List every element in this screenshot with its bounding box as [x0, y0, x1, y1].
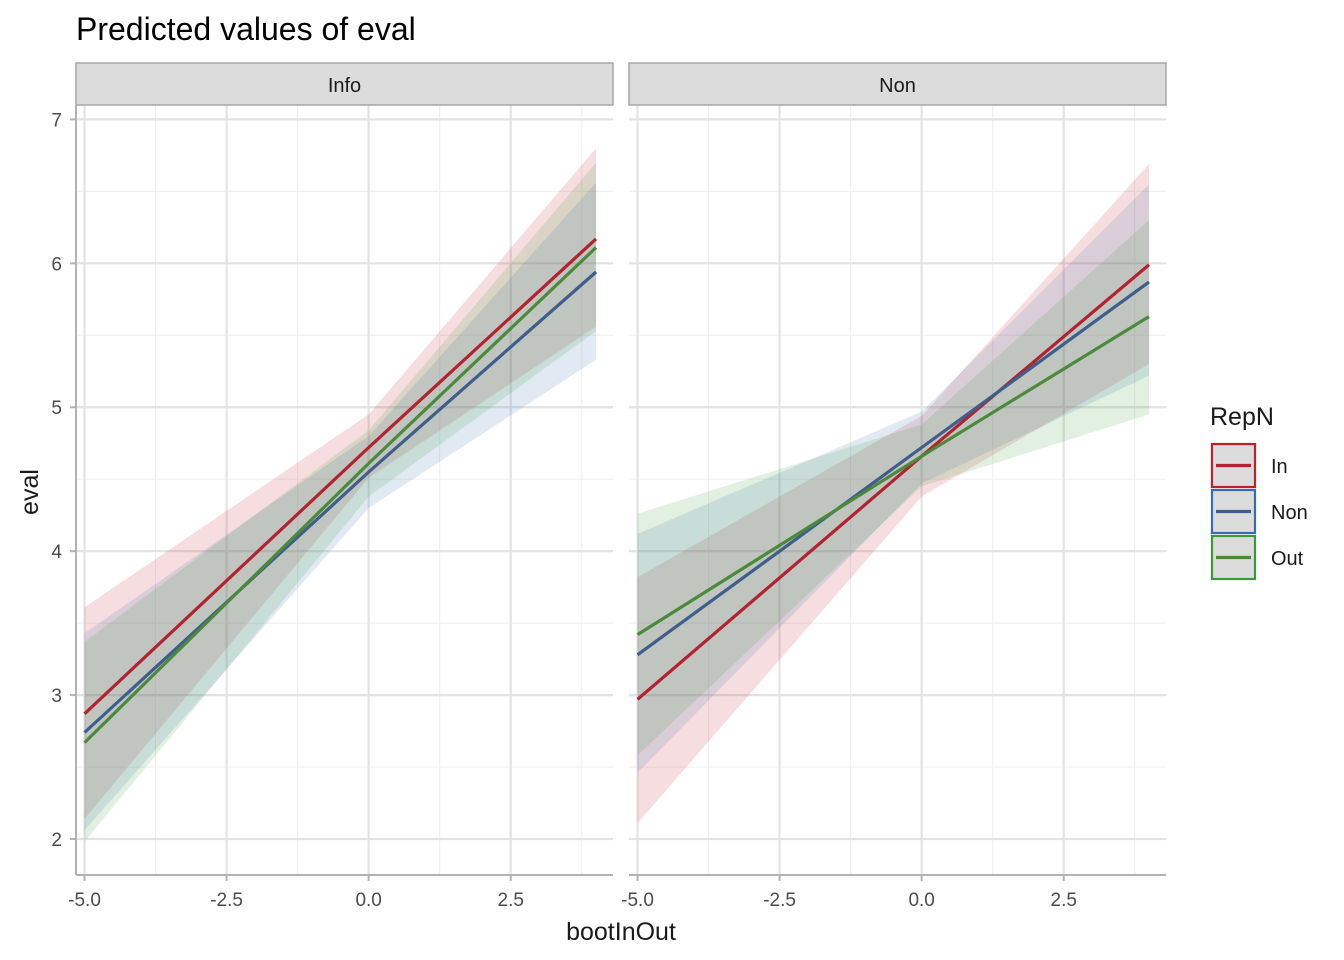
legend-item-out: Out [1210, 534, 1304, 581]
panel-info-x-tick-label: -2.5 [210, 890, 243, 911]
panel-non-line-non [636, 280, 1150, 657]
legend-label-in: In [1271, 456, 1288, 478]
panel-non-strip-label: Non [879, 75, 916, 97]
panel-info-ci-band-non [84, 182, 596, 831]
legend-label-non: Non [1271, 502, 1308, 524]
panel-non-ci-band-out [637, 220, 1149, 756]
y-tick-label: 7 [51, 110, 62, 131]
x-axis-title: bootInOut [566, 918, 676, 946]
panel-non-x-tick-label: -5.0 [621, 890, 654, 911]
panel-info-strip-label: Info [328, 75, 361, 97]
panel-non-x-tick-label: 0.0 [908, 890, 934, 911]
panel-info-bands [84, 148, 596, 842]
y-tick-label: 5 [51, 398, 62, 419]
y-tick-label: 6 [51, 254, 62, 275]
panel-info-ci-band-out [84, 162, 596, 842]
panel-info-lines [83, 237, 598, 744]
panel-non-gridlines [629, 105, 1166, 875]
y-axis: 2 3 4 5 6 7 [51, 105, 77, 875]
legend-label-out: Out [1271, 548, 1304, 570]
y-tick-label: 3 [51, 686, 62, 707]
legend-title: RepN [1210, 403, 1274, 431]
panel-non-line-in [636, 263, 1151, 701]
panel-non-ci-band-in [637, 164, 1149, 824]
panel-info: Info -5.0 -2.5 0.0 2.5 [68, 62, 614, 911]
panel-info-strip [75, 62, 614, 106]
panel-non-x-ticks: -5.0 -2.5 0.0 2.5 [621, 874, 1166, 911]
panel-info-line-non [83, 270, 598, 734]
panel-info-line-out [83, 246, 598, 744]
y-axis-title: eval [16, 469, 44, 515]
panel-info-x-tick-label: -5.0 [68, 890, 101, 911]
panel-info-ci-band-in [84, 148, 596, 819]
panel-non-line-out [636, 315, 1150, 636]
legend-keys: In Non Out [1210, 442, 1308, 581]
legend: RepN In Non Out [1210, 403, 1308, 581]
panel-non-x-tick-label: 2.5 [1051, 890, 1077, 911]
panel-non-x-tick-label: -2.5 [763, 890, 796, 911]
panel-info-x-ticks: -5.0 -2.5 0.0 2.5 [68, 874, 613, 911]
panel-info-gridlines [76, 105, 613, 875]
legend-item-in: In [1210, 442, 1288, 489]
panel-non: Non -5.0 -2.5 0.0 2.5 [621, 62, 1167, 911]
legend-item-non: Non [1210, 488, 1308, 535]
y-tick-label: 4 [51, 542, 62, 563]
panel-info-x-tick-label: 0.0 [355, 890, 381, 911]
panel-non-strip [628, 62, 1167, 106]
panel-info-line-in [83, 237, 598, 715]
chart-title: Predicted values of eval [76, 11, 416, 47]
y-tick-label: 2 [51, 830, 62, 851]
panel-info-x-tick-label: 2.5 [498, 890, 524, 911]
panel-non-lines [636, 263, 1151, 701]
